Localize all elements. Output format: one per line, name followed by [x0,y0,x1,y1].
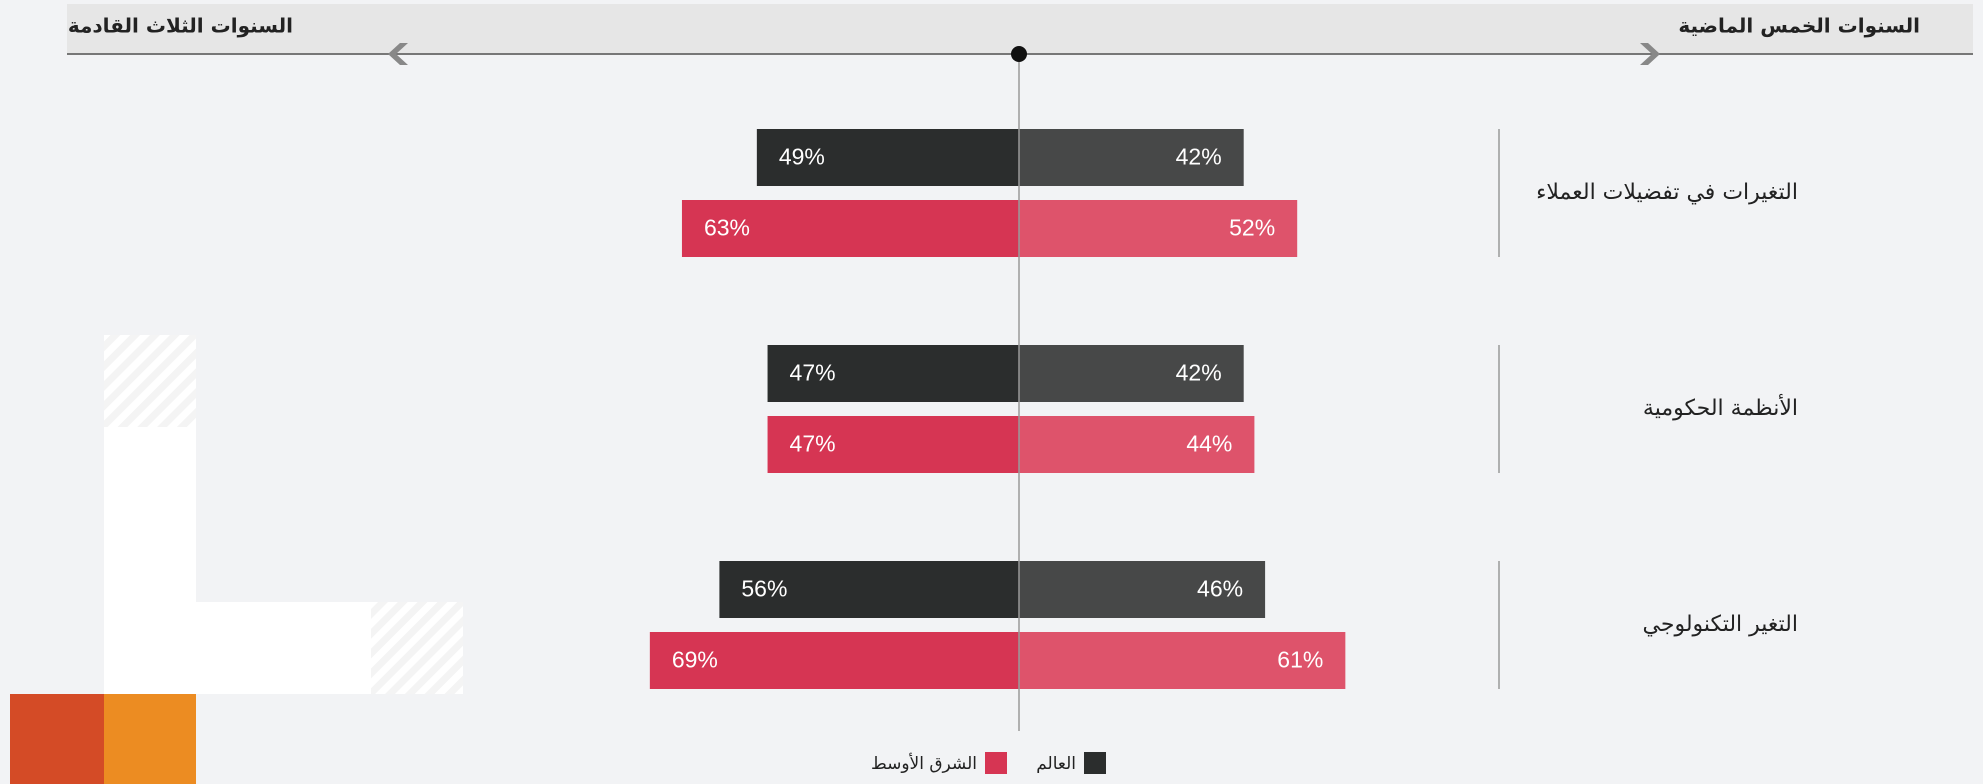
bar-left [649,632,1019,689]
value-label: 47% [790,360,836,386]
bar-left [767,345,1019,402]
value-label: 42% [1176,360,1222,386]
value-label: 63% [704,215,750,241]
bar-left [681,200,1019,257]
bar-right [1019,561,1266,618]
center-dot [1011,46,1027,62]
value-label: 42% [1176,144,1222,170]
legend-label: الشرق الأوسط [871,753,977,774]
value-label: 47% [790,431,836,457]
value-label: 61% [1277,647,1323,673]
left-title: السنوات الثلاث القادمة [68,14,293,38]
legend-swatch [985,752,1007,774]
bar-right [1019,200,1298,257]
right-title: السنوات الخمس الماضية [1678,14,1920,38]
decor-square [104,694,196,784]
value-label: 44% [1186,431,1232,457]
bar-right [1019,416,1255,473]
category-label: التغيرات في تفضيلات العملاء [1536,180,1798,205]
value-label: 46% [1197,576,1243,602]
decor-block [104,427,196,694]
bar-right [1019,129,1244,186]
value-label: 49% [779,144,825,170]
bar-right [1019,345,1244,402]
category-label: التغير التكنولوجي [1643,612,1798,637]
decor-square [10,694,104,784]
decor-block [196,602,371,694]
legend-label: العالم [1036,754,1076,774]
arrow-left [388,43,408,65]
bar-right [1019,632,1346,689]
category-label: الأنظمة الحكومية [1643,394,1798,421]
legend-swatch [1084,752,1106,774]
value-label: 69% [672,647,718,673]
decor-hatch [104,335,196,427]
arrow-right [1640,43,1660,65]
value-label: 52% [1229,215,1275,241]
value-label: 56% [741,576,787,602]
bar-left [719,561,1019,618]
bar-left [767,416,1019,473]
bar-left [756,129,1019,186]
decor-hatch [371,602,463,694]
header-band [67,4,1973,54]
